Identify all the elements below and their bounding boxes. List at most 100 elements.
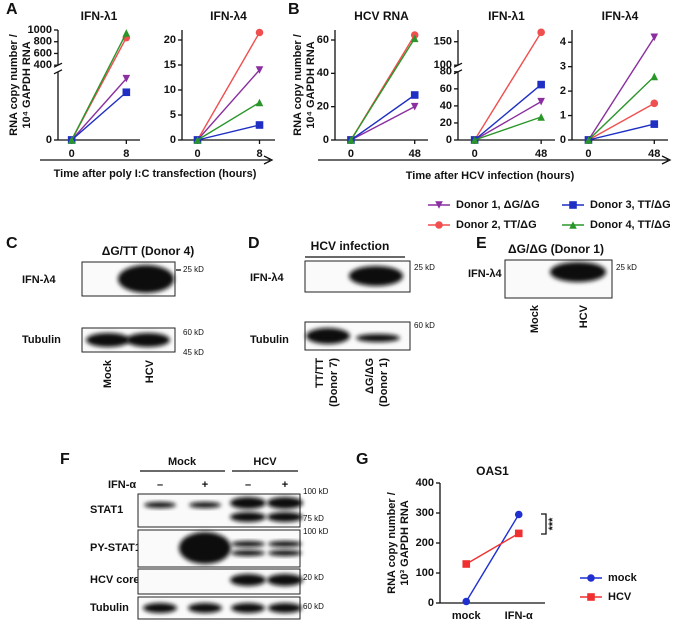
y-tick-label: 15 <box>164 59 176 71</box>
significance: *** <box>547 517 559 531</box>
y-tick-label: 100 <box>434 59 452 71</box>
marker <box>255 28 264 37</box>
marker <box>122 29 131 37</box>
legend-label: Donor 2, TT/ΔG <box>456 219 537 231</box>
y-tick-label: 60 <box>440 83 452 95</box>
y-axis-label: RNA copy number / <box>292 34 304 136</box>
band <box>143 603 177 613</box>
x-tick-label: 0 <box>69 148 75 160</box>
band <box>267 574 303 586</box>
series-line <box>474 101 542 141</box>
y-tick-label: 800 <box>34 36 52 48</box>
x-tick-label: 8 <box>123 148 129 160</box>
y-tick-label: 150 <box>434 36 452 48</box>
y-tick-label: 20 <box>164 34 176 46</box>
blot-title: HCV infection <box>311 239 390 253</box>
band <box>268 550 302 556</box>
lane-label: HCV <box>144 359 156 383</box>
marker <box>193 136 202 144</box>
series-line <box>588 123 655 141</box>
marker <box>410 91 419 99</box>
marker <box>650 33 659 42</box>
series-line <box>350 106 416 141</box>
series-line <box>474 84 542 141</box>
lane-label: ΔG/ΔG <box>364 358 376 394</box>
legend-label: Donor 1, ΔG/ΔG <box>456 199 540 211</box>
band <box>126 333 170 347</box>
kd-marker: 100 kD <box>303 527 329 536</box>
group-label: HCV <box>253 456 277 468</box>
legend-marker <box>435 201 443 209</box>
series-line <box>350 94 416 141</box>
blot-row-label: HCV core <box>90 574 140 586</box>
band <box>267 497 303 509</box>
y-tick-label: 40 <box>317 67 329 79</box>
series-line <box>197 101 260 141</box>
kd-marker: 100 kD <box>303 487 329 496</box>
kd-marker: 25 kD <box>183 265 204 274</box>
chart-title: IFN-λ1 <box>81 9 118 23</box>
y-tick-label: 2 <box>560 85 566 97</box>
legend-marker <box>587 593 595 601</box>
chart-title: OAS1 <box>476 464 509 478</box>
kd-marker: 20 kD <box>303 573 324 582</box>
x-axis-label: Time after HCV infection (hours) <box>406 170 575 182</box>
y-axis <box>53 30 63 140</box>
blot-title: ΔG/ΔG (Donor 1) <box>508 242 604 256</box>
series-line <box>474 31 542 141</box>
series-line <box>350 37 416 141</box>
series-line <box>588 102 655 141</box>
series-line <box>196 69 261 141</box>
x-axis-label: Time after poly I:C transfection (hours) <box>54 168 257 180</box>
chart-title: HCV RNA <box>354 9 409 23</box>
x-tick-label: IFN-α <box>505 610 533 622</box>
x-tick-label: 0 <box>194 148 200 160</box>
marker <box>410 102 419 111</box>
legend-marker <box>569 221 577 229</box>
y-tick-label: 0 <box>446 134 452 146</box>
panel-label: D <box>248 235 260 252</box>
panel-label: C <box>6 235 18 252</box>
band <box>268 541 302 547</box>
band <box>230 574 266 586</box>
series-line <box>71 78 127 141</box>
band <box>230 512 266 522</box>
y-axis-label: RNA copy number / <box>8 34 20 136</box>
band <box>118 265 174 293</box>
y-tick-label: 10 <box>164 84 176 96</box>
blot-row-label: IFN-λ4 <box>250 272 285 284</box>
band <box>188 603 222 613</box>
blot-row-label: STAT1 <box>90 504 123 516</box>
legend-label: HCV <box>608 591 632 603</box>
group-label: Mock <box>168 456 197 468</box>
marker <box>255 66 264 74</box>
blot-row-label: IFN-λ4 <box>468 268 503 280</box>
band <box>231 541 265 547</box>
marker <box>67 136 76 144</box>
y-tick-label: 60 <box>317 34 329 46</box>
marker <box>537 97 545 106</box>
kd-marker: 60 kD <box>183 328 204 337</box>
y-tick-label: 0 <box>428 597 434 609</box>
y-tick-label: 0 <box>323 134 329 146</box>
y-tick-label: 200 <box>416 537 434 549</box>
x-tick-label: mock <box>452 610 482 622</box>
band <box>179 532 231 564</box>
blot-row-label: Tubulin <box>22 334 61 346</box>
lane-label: (Donor 7) <box>328 358 340 407</box>
y-tick-label: 4 <box>560 36 567 48</box>
band <box>306 328 350 344</box>
y-axis-label: 10³ GAPDH RNA <box>399 500 411 586</box>
marker <box>410 34 419 43</box>
y-tick-label: 400 <box>416 477 434 489</box>
kd-marker: 25 kD <box>616 263 637 272</box>
treatment-sign: – <box>245 479 251 491</box>
band <box>189 502 221 508</box>
series-line <box>197 124 260 141</box>
x-tick-label: 0 <box>472 148 478 160</box>
marker <box>537 28 545 37</box>
band <box>356 334 400 342</box>
y-tick-label: 20 <box>440 117 452 129</box>
marker <box>255 98 264 107</box>
band <box>231 603 265 613</box>
